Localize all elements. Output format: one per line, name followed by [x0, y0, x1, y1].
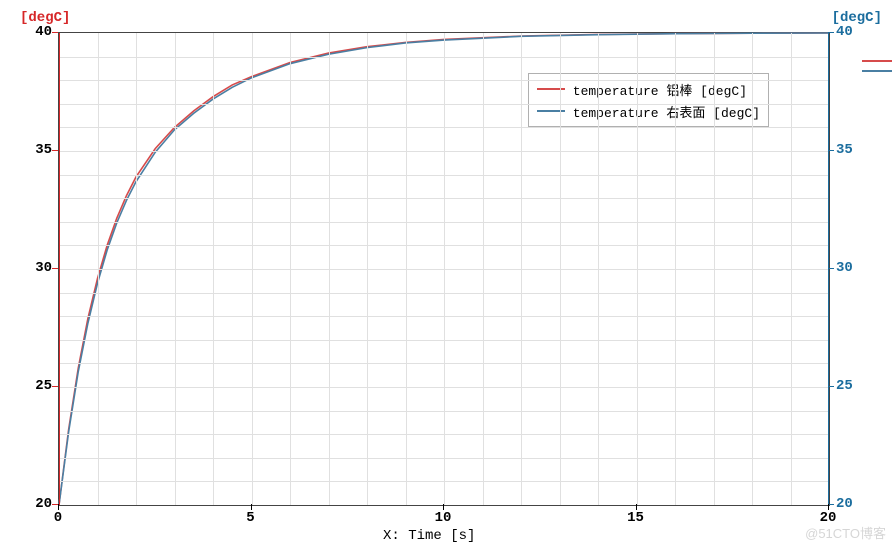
- grid-h: [59, 434, 829, 435]
- left-tick-label: 35: [18, 142, 52, 158]
- grid-h: [59, 104, 829, 105]
- grid-h: [59, 222, 829, 223]
- side-swatches: [862, 60, 892, 80]
- legend-swatch: [537, 110, 565, 112]
- x-tick-label: 5: [231, 510, 271, 526]
- grid-h: [59, 80, 829, 81]
- x-tick-label: 15: [616, 510, 656, 526]
- plot-area: temperature 铝棒 [degC]temperature 右表面 [de…: [58, 32, 830, 506]
- right-tick-label: 35: [836, 142, 853, 158]
- right-tick-label: 30: [836, 260, 853, 276]
- x-axis-tick: [251, 504, 252, 510]
- grid-h: [59, 316, 829, 317]
- grid-h: [59, 363, 829, 364]
- legend-row: temperature 铝棒 [degC]: [537, 78, 760, 100]
- right-axis-tick: [828, 32, 834, 33]
- grid-h: [59, 411, 829, 412]
- right-tick-label: 25: [836, 378, 853, 394]
- right-axis-tick: [828, 268, 834, 269]
- grid-h: [59, 340, 829, 341]
- side-swatch: [862, 60, 892, 62]
- x-tick-label: 20: [808, 510, 848, 526]
- grid-h: [59, 175, 829, 176]
- x-axis-tick: [828, 504, 829, 510]
- left-tick-label: 30: [18, 260, 52, 276]
- chart-stage: [degC] [degC] temperature 铝棒 [degC]tempe…: [0, 0, 892, 552]
- right-tick-label: 40: [836, 24, 853, 40]
- x-axis-tick: [636, 504, 637, 510]
- side-swatch: [862, 70, 892, 72]
- grid-h: [59, 458, 829, 459]
- left-axis-tick: [52, 32, 58, 33]
- grid-h: [59, 481, 829, 482]
- right-spine: [828, 33, 829, 505]
- left-tick-label: 25: [18, 378, 52, 394]
- left-spine: [59, 33, 60, 505]
- right-axis-tick: [828, 150, 834, 151]
- grid-h: [59, 151, 829, 152]
- grid-h: [59, 387, 829, 388]
- x-tick-label: 0: [38, 510, 78, 526]
- left-tick-label: 40: [18, 24, 52, 40]
- grid-h: [59, 293, 829, 294]
- grid-h: [59, 57, 829, 58]
- left-axis-tick: [52, 150, 58, 151]
- x-axis-tick: [443, 504, 444, 510]
- left-axis-tick: [52, 386, 58, 387]
- legend-swatch: [537, 88, 565, 90]
- right-axis-tick: [828, 386, 834, 387]
- x-axis-label: X: Time [s]: [383, 528, 475, 544]
- left-axis-tick: [52, 268, 58, 269]
- grid-h: [59, 198, 829, 199]
- grid-h: [59, 127, 829, 128]
- grid-h: [59, 269, 829, 270]
- x-tick-label: 10: [423, 510, 463, 526]
- x-axis-tick: [58, 504, 59, 510]
- grid-h: [59, 245, 829, 246]
